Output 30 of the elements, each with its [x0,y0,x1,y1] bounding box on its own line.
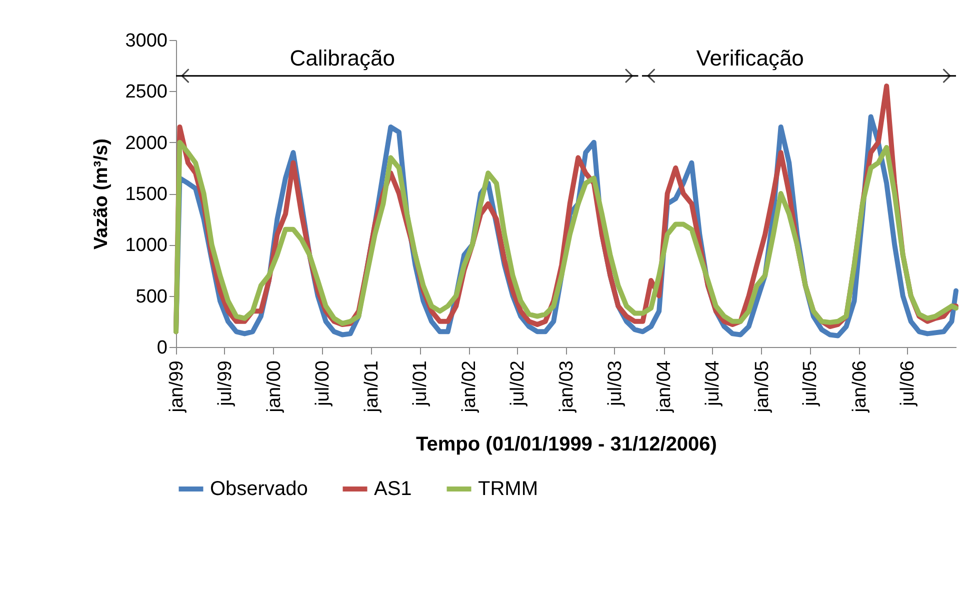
y-tick-label: 0 [156,338,168,358]
x-tick-label: jul/05 [800,360,822,407]
y-tick-label: 2500 [125,82,168,103]
x-tick-label: jan/04 [654,360,676,414]
y-axis-title: Vazão (m³/s) [91,138,112,250]
x-tick-label: jul/02 [508,360,528,407]
annotation: Calibração [290,46,395,71]
legend-label: Observado [210,478,308,500]
x-tick-label: jul/03 [604,360,626,407]
x-tick-label: jan/01 [362,360,383,414]
x-tick-label: jan/03 [556,360,578,414]
x-axis-title: Tempo (01/01/1999 - 31/12/2006) [416,433,717,456]
legend-label: TRMM [478,478,538,500]
x-tick-label: jan/00 [264,360,285,414]
y-tick-label: 500 [136,286,168,308]
y-tick-label: 2000 [125,132,168,154]
x-tick-label: jul/99 [214,360,236,407]
y-tick-label: 1000 [125,235,168,256]
x-tick-label: jan/99 [166,360,188,414]
x-tick-label: jan/02 [459,360,480,414]
x-tick-label: jan/05 [752,360,773,414]
x-tick-label: jul/01 [410,360,432,407]
y-tick-label: 3000 [125,30,168,52]
x-tick-label: jul/06 [898,360,919,407]
legend-label: AS1 [374,478,412,500]
x-tick-label: jul/04 [702,360,724,407]
x-tick-label: jul/00 [312,360,334,407]
annotation: Verificação [696,46,804,71]
y-tick-label: 1500 [125,184,168,205]
x-tick-label: jan/06 [849,360,870,414]
